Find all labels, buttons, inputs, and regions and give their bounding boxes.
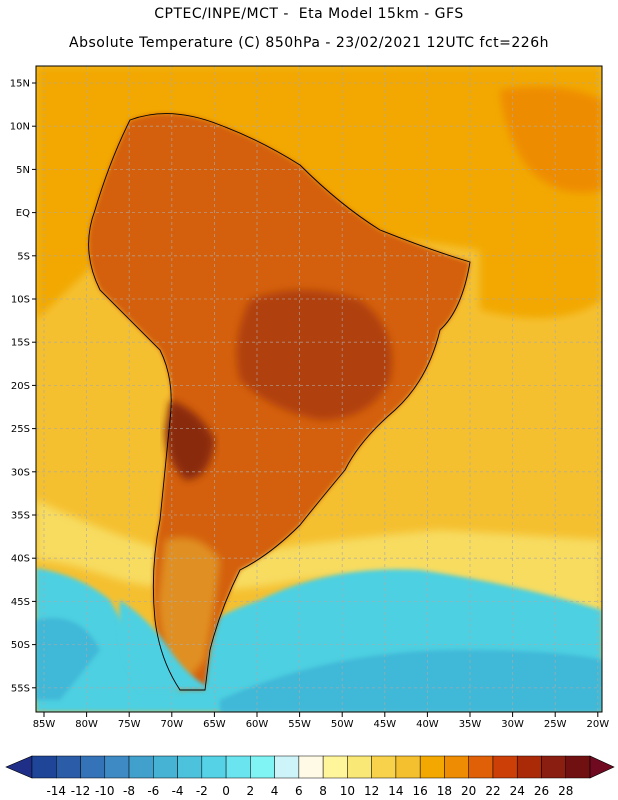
lat-tick-label: 30S — [11, 467, 30, 478]
lat-tick-label: 5S — [17, 251, 30, 262]
lat-tick-label: 50S — [11, 640, 30, 651]
colorbar-swatch — [541, 755, 566, 779]
colorbar-tick-label: 6 — [295, 784, 303, 798]
cool-ocean-patch — [220, 650, 602, 712]
colorbar-tick-label: -2 — [196, 784, 208, 798]
colorbar-tick-label: 2 — [247, 784, 255, 798]
colorbar-tick-label: 10 — [340, 784, 355, 798]
colorbar-swatch — [31, 755, 57, 779]
colorbar-tick-label: -14 — [46, 784, 66, 798]
colorbar-tick-label: -12 — [71, 784, 91, 798]
pale-ocean-band — [36, 500, 602, 620]
lat-tick-label: 25S — [11, 424, 30, 435]
lat-tick-label: 15S — [11, 338, 30, 349]
colorbar-swatch — [225, 755, 251, 779]
colorbar-tick-label: 4 — [271, 784, 279, 798]
colorbar-tick-label: -6 — [147, 784, 159, 798]
colorbar: -14 -12 -10 -8 -6 -4 -2 0 2 4 6 8 10 12 14 16 18 20 22 24 26… — [5, 755, 615, 798]
lat-tick-label: 45S — [11, 597, 30, 608]
longitude-axis: 85W 80W 75W 70W 65W 60W 55W 50W 45W 40W 35W 30W 25W 2… — [33, 712, 609, 730]
lon-tick-label: 55W — [288, 719, 311, 730]
colorbar-swatch — [80, 755, 106, 779]
colorbar-tick-label: -10 — [95, 784, 115, 798]
grid-lines — [36, 66, 602, 712]
colorbar-swatch — [250, 755, 275, 779]
lat-tick-label: 10N — [10, 122, 30, 133]
map-title: CPTEC/INPE/MCT - Eta Model 15km - GFS — [154, 6, 464, 22]
colorbar-swatch — [56, 755, 81, 779]
colorbar-swatch — [153, 755, 178, 779]
colorbar-tick-label: 24 — [510, 784, 525, 798]
lon-tick-label: 80W — [75, 719, 98, 730]
colorbar-swatch — [492, 755, 518, 779]
map-subtitle: Absolute Temperature (C) 850hPa - 23/02/… — [69, 35, 549, 51]
colorbar-swatch — [444, 755, 469, 779]
colorbar-swatch — [322, 755, 348, 779]
colorbar-right-arrow — [589, 755, 615, 779]
latitude-axis: 15N 10N 5N EQ 5S 10S 15S 20S 25S 30S 35S 40S 45S 50S 5… — [10, 79, 36, 694]
warm-ocean-patch — [500, 86, 602, 193]
colorbar-tick-label: -8 — [123, 784, 135, 798]
cool-land-patch — [158, 537, 220, 690]
coastline — [88, 113, 471, 691]
colorbar-swatch — [395, 755, 421, 779]
lat-tick-label: 5N — [16, 165, 30, 176]
colorbar-swatch — [298, 755, 324, 779]
hot-land-core — [165, 400, 215, 480]
lon-tick-label: 20W — [586, 719, 609, 730]
colorbar-swatch — [347, 755, 372, 779]
colorbar-swatch — [177, 755, 203, 779]
map-frame — [35, 65, 603, 713]
lat-tick-label: 55S — [11, 683, 30, 694]
temperature-field — [36, 66, 602, 712]
lon-tick-label: 45W — [373, 719, 396, 730]
colorbar-swatch — [371, 755, 397, 779]
lat-tick-label: 20S — [11, 381, 30, 392]
colorbar-swatch — [419, 755, 445, 779]
colorbar-swatch — [565, 755, 591, 779]
colorbar-tick-label: -4 — [172, 784, 184, 798]
hot-land-core — [236, 290, 392, 420]
lon-tick-label: 75W — [118, 719, 141, 730]
lon-tick-label: 35W — [459, 719, 482, 730]
lat-tick-label: 15N — [10, 79, 30, 90]
cool-land-tip — [119, 600, 215, 690]
lon-tick-label: 25W — [544, 719, 567, 730]
colorbar-tick-label: 20 — [461, 784, 476, 798]
colorbar-tick-label: 28 — [558, 784, 573, 798]
colorbar-tick-label: 26 — [534, 784, 549, 798]
colorbar-swatch — [128, 755, 154, 779]
colorbar-tick-label: 18 — [437, 784, 452, 798]
lat-tick-label: 35S — [11, 511, 30, 522]
lat-tick-label: EQ — [16, 208, 30, 219]
colorbar-swatch — [274, 755, 300, 779]
colorbar-left-arrow — [5, 755, 33, 779]
lon-tick-label: 70W — [160, 719, 183, 730]
lat-tick-label: 10S — [11, 295, 30, 306]
cool-ocean-patch — [36, 618, 100, 700]
lon-tick-label: 50W — [331, 719, 354, 730]
lon-tick-label: 65W — [203, 719, 226, 730]
lon-tick-label: 60W — [246, 719, 269, 730]
lon-tick-label: 40W — [416, 719, 439, 730]
lat-tick-label: 40S — [11, 554, 30, 565]
colorbar-swatch — [516, 755, 542, 779]
colorbar-swatch — [201, 755, 227, 779]
colorbar-swatch — [468, 755, 494, 779]
lon-tick-label: 85W — [33, 719, 56, 730]
colorbar-tick-label: 0 — [222, 784, 230, 798]
lon-tick-label: 30W — [501, 719, 524, 730]
colorbar-tick-label: 22 — [485, 784, 500, 798]
colorbar-tick-label: 8 — [319, 784, 327, 798]
colorbar-swatch — [104, 755, 130, 779]
colorbar-tick-label: 16 — [413, 784, 428, 798]
colorbar-tick-label: 14 — [388, 784, 403, 798]
colorbar-tick-label: 12 — [364, 784, 379, 798]
